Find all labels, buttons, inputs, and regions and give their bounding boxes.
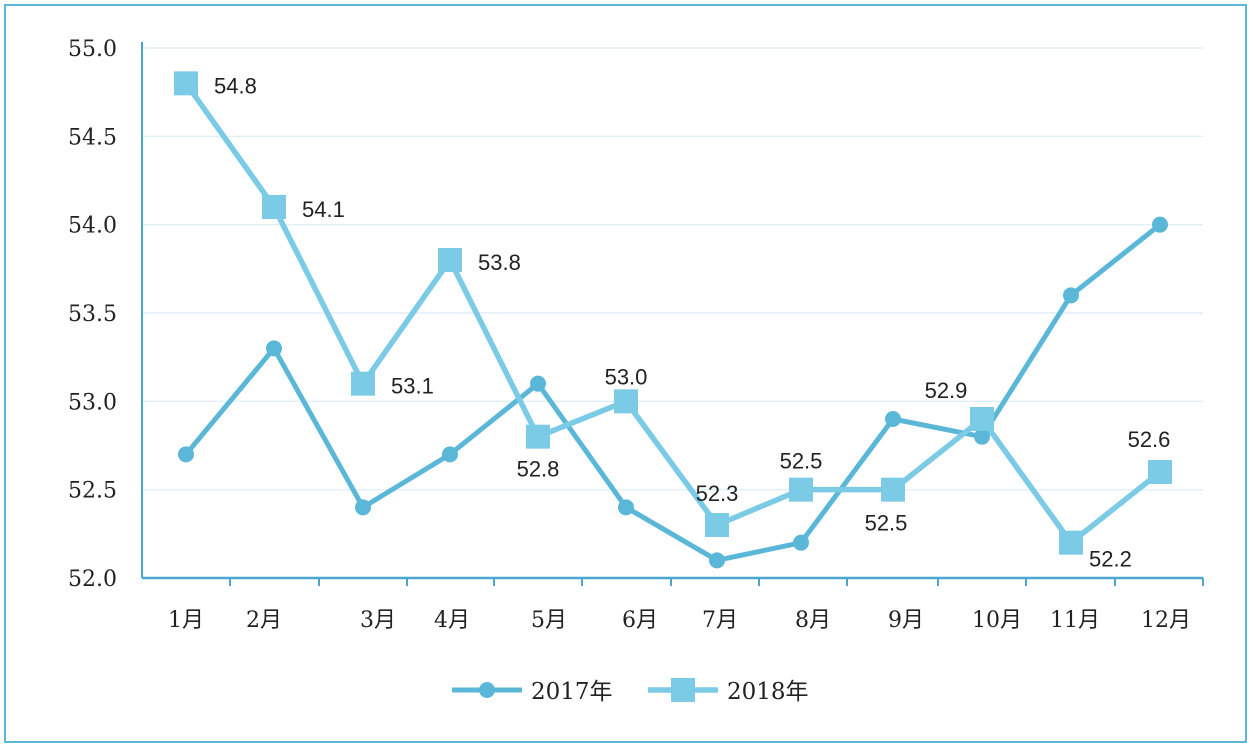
marker-circle [355,499,371,516]
x-tick-label: 9月 [888,608,924,633]
y-tick-label: 53.0 [68,390,117,415]
x-tick-label: 11月 [1050,608,1100,633]
legend-label-2017: 2017年 [531,679,613,705]
marker-circle [709,552,725,569]
marker-circle [530,375,546,392]
x-tick-label: 3月 [360,608,396,633]
legend: 2017年 2018年 [452,678,809,705]
axes [141,42,1203,580]
marker-square [789,477,813,502]
data-label: 52.6 [1128,427,1171,452]
x-tick-label: 12月 [1141,608,1191,633]
marker-circle [442,446,458,463]
y-tick-label: 54.0 [68,214,117,239]
marker-circle [974,428,990,445]
marker-circle [793,534,809,551]
marker-square [174,71,198,96]
marker-circle [266,340,282,357]
marker-square [438,248,462,272]
marker-square [614,389,638,414]
legend-marker-circle [479,682,495,698]
legend-label-2018: 2018年 [727,679,809,705]
y-tick-label: 55.0 [68,37,117,62]
marker-square [526,424,550,449]
marker-circle [1152,216,1168,233]
chart-frame [4,4,1247,743]
data-label: 54.8 [214,73,257,98]
x-tick-label: 6月 [622,608,658,633]
marker-circle [618,499,634,516]
data-label: 52.3 [696,481,739,506]
x-tick-label: 1月 [168,608,204,633]
data-label: 52.5 [865,511,908,536]
y-tick-label: 54.5 [68,125,117,150]
marker-square [970,407,994,431]
x-tick-label: 5月 [531,608,567,633]
marker-circle [1063,287,1079,304]
data-label: 54.1 [302,197,345,222]
data-label: 52.5 [780,449,823,474]
marker-square [881,477,905,502]
data-label: 53.8 [478,250,521,275]
y-tick-label: 53.5 [68,302,117,327]
marker-square [351,371,375,396]
marker-circle [178,446,194,463]
data-label: 52.2 [1089,547,1132,572]
data-label: 53.1 [391,374,434,399]
marker-square [1059,530,1083,555]
data-label: 53.0 [605,364,648,389]
series-line-2018 [183,80,1163,546]
marker-circle [885,411,901,427]
marker-square [1148,460,1172,484]
series-line-2017 [183,222,1163,563]
y-tick-label: 52.0 [68,567,117,592]
data-label: 52.8 [517,457,560,482]
series-markers [174,71,1172,569]
series-lines [183,80,1163,563]
x-tick-label: 7月 [702,608,738,633]
x-tick-label: 2月 [246,608,282,633]
legend-marker-square [671,678,695,702]
marker-square [705,513,729,537]
x-tick-labels: 1月 2月 3月 4月 5月 6月 7月 8月 9月 10月 11月 12月 [168,578,1204,633]
x-tick-label: 4月 [434,608,470,633]
x-tick-label: 8月 [795,608,831,633]
data-label: 52.9 [925,378,968,403]
data-labels: 54.8 54.1 53.1 53.8 52.8 53.0 52.3 52.5 52.5 52.9… [214,73,1170,571]
gridlines [142,47,1203,491]
x-tick-label: 10月 [972,608,1022,633]
y-tick-label: 52.5 [68,479,117,504]
y-tick-labels: 52.0 52.5 53.0 53.5 54.0 54.5 55.0 [68,37,117,592]
marker-square [262,195,286,219]
